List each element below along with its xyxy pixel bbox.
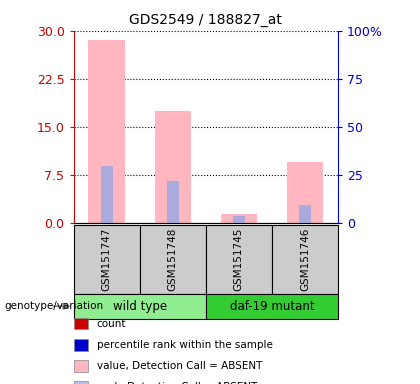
- Bar: [206, 294, 338, 319]
- Bar: [155, 111, 191, 223]
- Bar: [287, 162, 323, 223]
- Bar: [272, 225, 338, 294]
- Text: count: count: [97, 319, 126, 329]
- Bar: [233, 216, 245, 223]
- Text: GSM151745: GSM151745: [234, 227, 244, 291]
- Text: daf-19 mutant: daf-19 mutant: [230, 300, 314, 313]
- Text: GSM151748: GSM151748: [168, 227, 178, 291]
- Bar: [139, 225, 206, 294]
- Bar: [101, 166, 113, 223]
- Text: percentile rank within the sample: percentile rank within the sample: [97, 340, 273, 350]
- Text: rank, Detection Call = ABSENT: rank, Detection Call = ABSENT: [97, 382, 257, 384]
- Text: wild type: wild type: [113, 300, 167, 313]
- Bar: [220, 214, 257, 223]
- Text: genotype/variation: genotype/variation: [4, 301, 103, 311]
- Bar: [74, 225, 139, 294]
- Title: GDS2549 / 188827_at: GDS2549 / 188827_at: [129, 13, 282, 27]
- Text: value, Detection Call = ABSENT: value, Detection Call = ABSENT: [97, 361, 262, 371]
- Bar: [74, 294, 206, 319]
- Bar: [299, 205, 311, 223]
- Bar: [88, 40, 125, 223]
- Bar: [167, 181, 178, 223]
- Text: GSM151746: GSM151746: [300, 227, 310, 291]
- Text: GSM151747: GSM151747: [102, 227, 112, 291]
- Bar: [206, 225, 272, 294]
